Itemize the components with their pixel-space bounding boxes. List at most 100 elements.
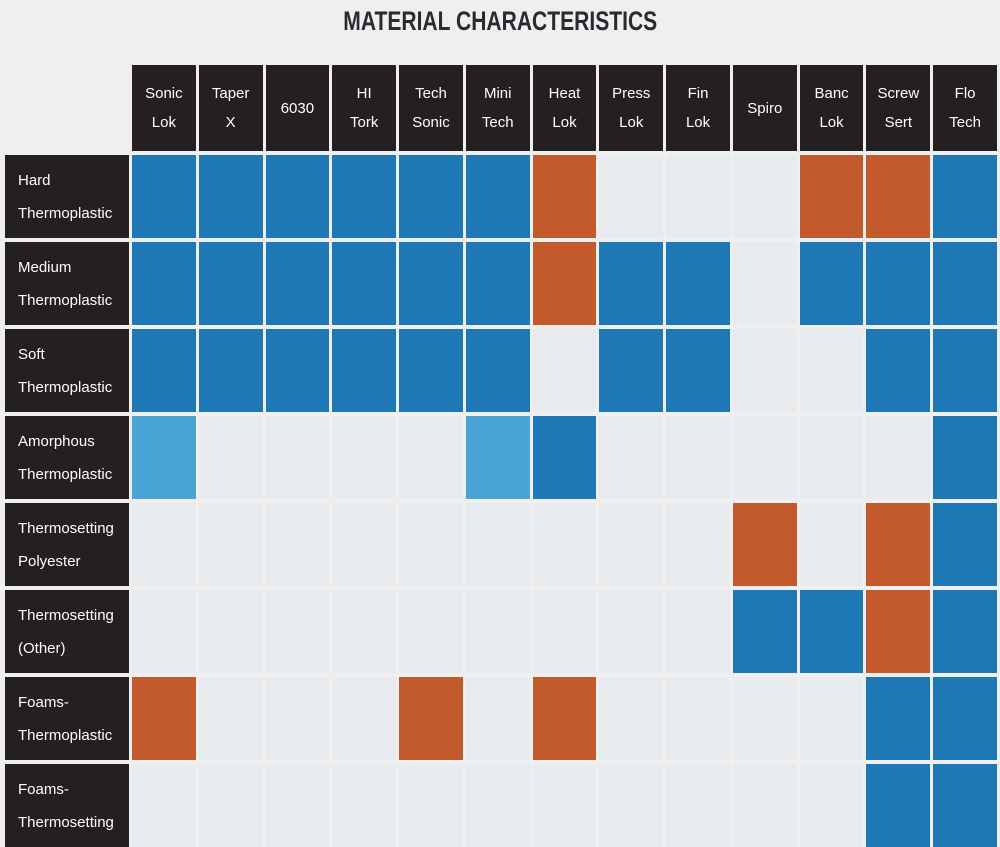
matrix-cell [132,416,196,499]
matrix-cell [265,416,330,499]
matrix-cell [532,764,597,847]
matrix-cell [198,329,263,412]
matrix-cell [732,677,797,760]
column-header: Mini Tech [465,65,530,151]
row-header-line: Thermoplastic [18,465,113,483]
matrix-cell [265,155,330,238]
matrix-cell [666,677,730,760]
matrix-cell [532,503,597,586]
matrix-cell [666,416,730,499]
matrix-cell [465,503,530,586]
row-header-line: Thermosetting [18,813,114,831]
matrix-cell [799,242,864,325]
matrix-cell [866,416,931,499]
matrix-cell [532,242,597,325]
matrix-cell [799,329,864,412]
column-header-line: Sonic [145,85,183,102]
row-header-line: Thermosetting [18,519,114,537]
column-header-line: Tech [415,85,447,102]
column-header-line: Tork [350,114,379,131]
matrix-cell [465,329,530,412]
matrix-cell [465,590,530,673]
column-header: 6030 [265,65,330,151]
column-header: Tech Sonic [399,65,463,151]
matrix-cell [332,416,397,499]
matrix-cell [599,155,664,238]
matrix-cell [599,242,664,325]
row-header: Medium Thermoplastic [5,242,129,325]
row-header-line: Medium [18,258,72,276]
row-header-line: Thermoplastic [18,204,113,222]
row-header-line: Soft [18,345,45,363]
matrix-cell [666,155,730,238]
column-header: Flo Tech [933,65,997,151]
column-header: Sonic Lok [132,65,196,151]
matrix-cell [399,416,463,499]
column-header: Heat Lok [532,65,597,151]
matrix-cell [599,764,664,847]
matrix-cell [465,242,530,325]
column-header-line: Taper [211,85,250,102]
matrix-cell [399,503,463,586]
matrix-cell [666,329,730,412]
matrix-cell [265,503,330,586]
matrix-cell [799,677,864,760]
matrix-cell [399,764,463,847]
matrix-cell [532,590,597,673]
matrix-cell [666,242,730,325]
matrix-cell [866,503,931,586]
row-header-line: Thermoplastic [18,726,113,744]
column-header-line: Lok [685,114,711,131]
row-header: Foams- Thermoplastic [5,677,129,760]
matrix-cell [198,416,263,499]
row-header: Amorphous Thermoplastic [5,416,129,499]
matrix-cell [933,416,997,499]
row-header-line: Polyester [18,552,81,570]
matrix-cell [799,503,864,586]
matrix-cell [132,242,196,325]
matrix-cell [332,242,397,325]
matrix-cell [132,329,196,412]
column-header-line: Spiro [747,99,783,117]
matrix-cell [399,329,463,412]
matrix-cell [132,677,196,760]
column-header: Taper X [198,65,263,151]
column-header-line: Fin [687,85,709,102]
matrix-cell [732,329,797,412]
column-header-line: Screw [877,85,920,102]
matrix-cell [933,677,997,760]
matrix-cell [332,503,397,586]
matrix-cell [399,677,463,760]
matrix-cell [332,329,397,412]
matrix-cell [132,503,196,586]
matrix-cell [732,764,797,847]
row-header-line: Thermoplastic [18,291,113,309]
matrix-cell [465,677,530,760]
matrix-cell [732,242,797,325]
matrix-cell [132,155,196,238]
matrix-cell [265,764,330,847]
matrix-cell [198,503,263,586]
matrix-cell [599,329,664,412]
matrix-cell [265,329,330,412]
column-header-line: Banc [814,85,849,102]
corner-spacer [5,65,129,151]
matrix-cell [933,242,997,325]
column-header: Banc Lok [799,65,864,151]
matrix-cell [465,764,530,847]
matrix-cell [933,503,997,586]
column-header-line: Lok [151,114,176,131]
column-header-line: Flo [954,85,976,102]
row-header-line: Foams- [18,693,69,711]
row-header-line: (Other) [18,639,66,657]
matrix-cell [265,242,330,325]
column-header: HI Tork [332,65,397,151]
matrix-cell [198,155,263,238]
column-header-line: 6030 [280,99,315,117]
matrix-cell [599,416,664,499]
row-header: Foams- Thermosetting [5,764,129,847]
matrix-cell [399,590,463,673]
matrix-cell [866,590,931,673]
column-header-line: HI [356,85,372,102]
matrix-cell [198,764,263,847]
